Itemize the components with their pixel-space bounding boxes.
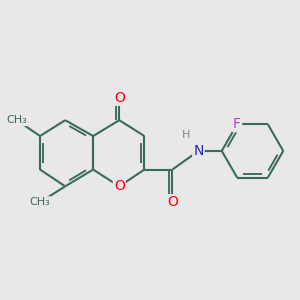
Text: CH₃: CH₃: [30, 197, 50, 207]
Text: O: O: [114, 179, 125, 193]
Text: N: N: [193, 144, 204, 158]
Text: F: F: [233, 117, 241, 131]
Text: O: O: [167, 195, 178, 209]
Text: H: H: [182, 130, 190, 140]
Text: O: O: [114, 91, 125, 105]
Text: CH₃: CH₃: [6, 115, 27, 125]
